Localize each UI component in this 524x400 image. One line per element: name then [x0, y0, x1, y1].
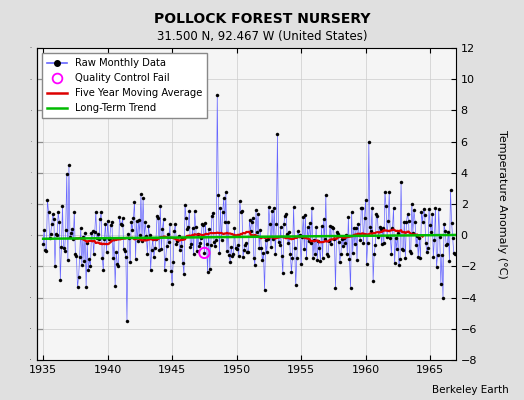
Text: 31.500 N, 92.467 W (United States): 31.500 N, 92.467 W (United States) — [157, 30, 367, 43]
Text: POLLOCK FOREST NURSERY: POLLOCK FOREST NURSERY — [154, 12, 370, 26]
Y-axis label: Temperature Anomaly (°C): Temperature Anomaly (°C) — [497, 130, 507, 278]
Text: Berkeley Earth: Berkeley Earth — [432, 385, 508, 395]
Legend: Raw Monthly Data, Quality Control Fail, Five Year Moving Average, Long-Term Tren: Raw Monthly Data, Quality Control Fail, … — [42, 53, 207, 118]
Point — [200, 250, 209, 256]
